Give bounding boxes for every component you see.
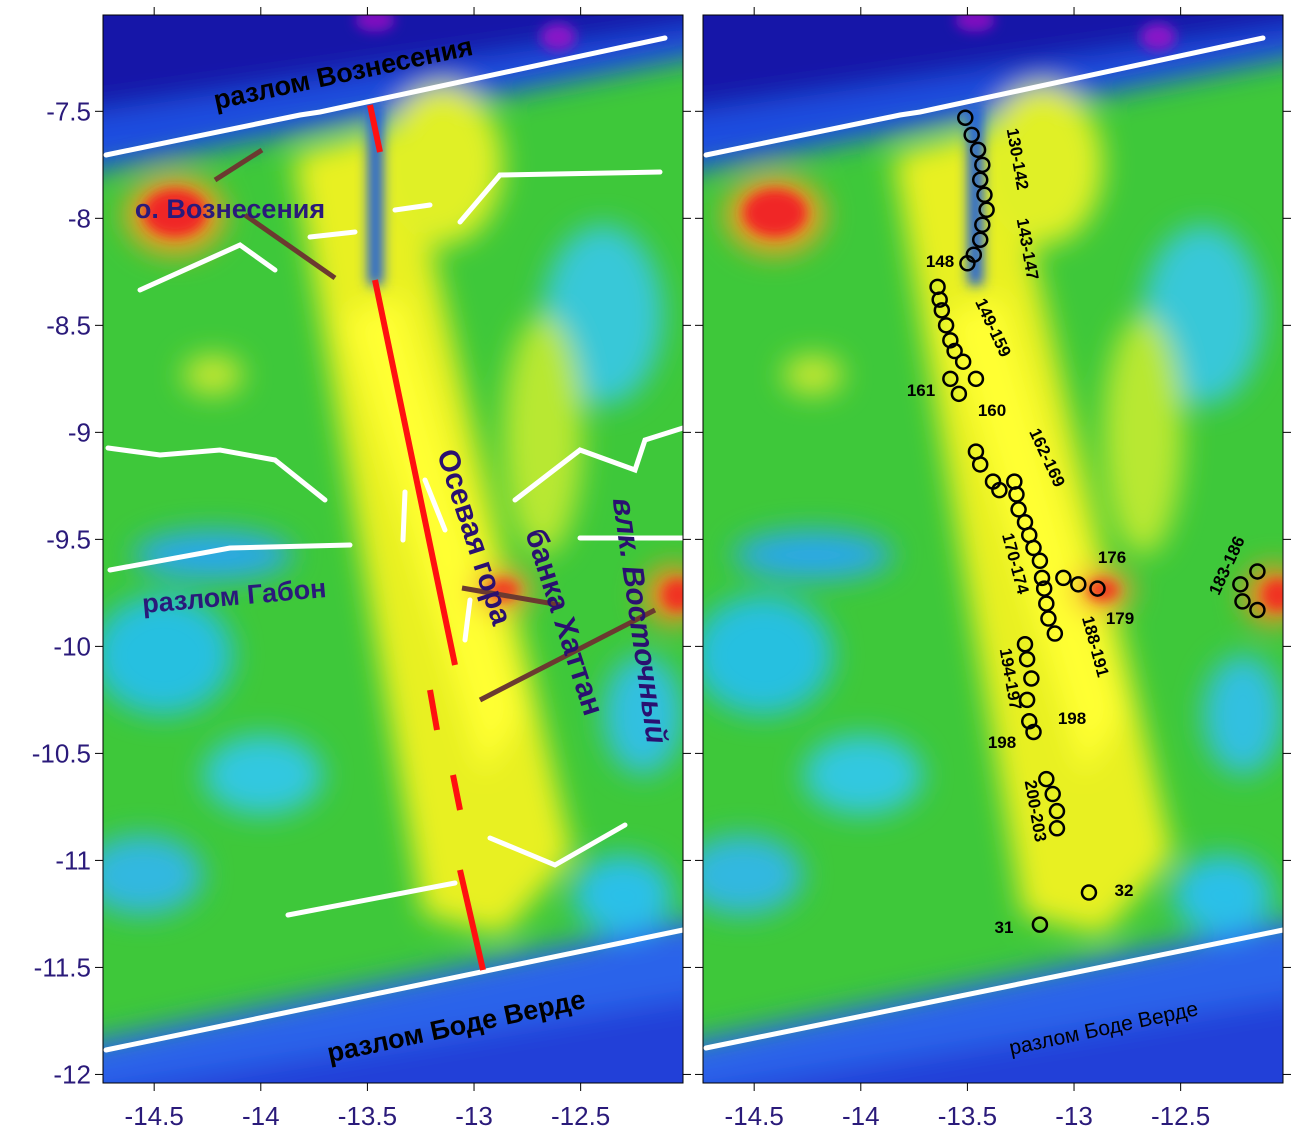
station [1035,580,1053,597]
station-label: 32 [1115,881,1134,900]
y-tick-label: -9.5 [46,524,91,554]
y-tick-label: -8.5 [46,310,91,340]
station-label: 179 [1106,609,1134,628]
station [1040,610,1057,627]
x-tick-label: -13 [455,1101,493,1131]
x-tick-label: -12.5 [551,1101,610,1131]
station [1016,635,1034,653]
panel-frame [102,14,684,1084]
island-label: о. Вознесения [135,194,325,224]
station-label: 198 [988,733,1016,752]
station-label: 198 [1058,709,1086,728]
station [1018,650,1036,668]
station [1038,770,1055,788]
station [1031,552,1049,570]
station [1021,713,1038,730]
station [967,370,985,388]
station [1048,820,1066,837]
station [1080,884,1098,901]
y-tick-label: -10 [53,631,91,661]
y-tick-label: -11.5 [34,952,91,982]
station [991,481,1008,499]
station [946,342,963,360]
y-tick-label: -9 [68,417,91,447]
station [1055,569,1072,587]
station [933,302,951,319]
x-tick-label: -14 [842,1101,880,1131]
x-tick-label: -14.5 [725,1101,784,1131]
station [1008,486,1025,503]
station [959,255,976,272]
station [1033,569,1051,587]
station [974,216,991,233]
panel-frame [702,14,1284,1084]
right-faults [703,35,1286,1051]
station [1031,916,1049,933]
station [1025,723,1042,741]
stations [929,109,1266,933]
left-faults [103,35,686,1053]
station [974,156,991,174]
station [1089,580,1106,597]
station [954,353,972,370]
station [1232,576,1249,593]
station [937,317,955,334]
station [942,332,959,349]
station [1038,595,1055,612]
station-label: 148 [926,252,954,271]
station-label: 176 [1098,548,1126,567]
station [1070,576,1087,593]
x-tick-label: -14 [242,1101,280,1131]
station [971,456,989,473]
station [931,291,948,308]
x-tick-label: -14.5 [125,1101,184,1131]
station [950,385,968,403]
y-tick-label: -7.5 [46,96,91,126]
station [1018,691,1036,709]
x-tick-label: -12.5 [1151,1101,1210,1131]
y-tick-label: -8 [68,203,91,233]
station [1044,785,1061,803]
x-tick-label: -13.5 [338,1101,397,1131]
station [1234,593,1251,610]
x-tick-label: -13 [1055,1101,1093,1131]
x-tick-label: -13.5 [938,1101,997,1131]
station [1010,501,1027,518]
station [1048,802,1066,820]
y-tick-label: -10.5 [32,738,91,768]
y-tick-label: -12 [53,1059,91,1089]
station [1046,625,1064,642]
station-label: 161 [907,381,935,400]
station [976,186,993,204]
station [942,370,959,388]
station [1023,670,1040,687]
station-label: 160 [978,401,1006,420]
station [978,201,995,219]
station [1249,563,1266,580]
station [963,126,980,144]
station [969,141,987,159]
station [1249,601,1266,619]
station [957,109,974,126]
station-label: 31 [995,918,1014,937]
station [971,231,989,248]
station [971,171,989,189]
y-tick-label: -11 [55,845,91,875]
axes: -14.5 -14 -13.5 -13 -12.5 -7.5 -8 -8.5 -9 -9.5 -10… [32,7,1291,1131]
station [1025,539,1042,557]
